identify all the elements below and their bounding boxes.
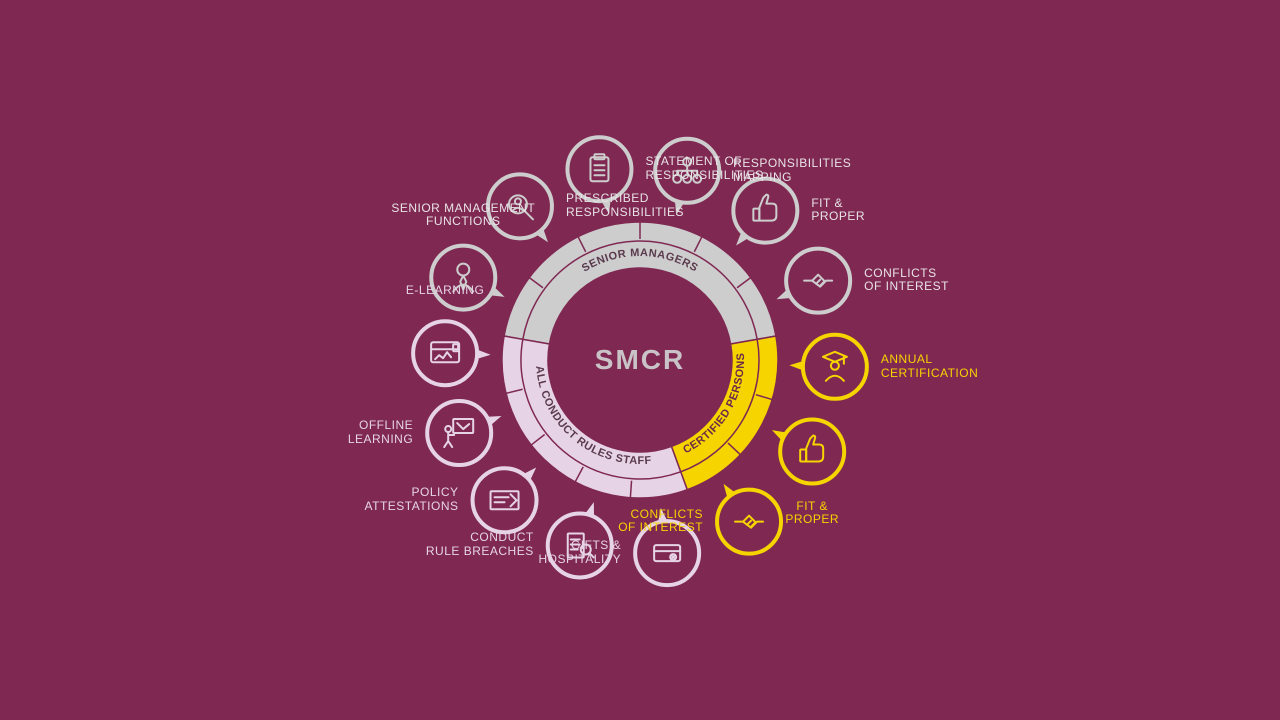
smcr-infographic: SENIOR MANAGERSCERTIFIED PERSONSALL COND…: [0, 0, 1280, 720]
pin: [717, 485, 781, 553]
center-label: SMCR: [595, 344, 685, 376]
pin: [791, 335, 867, 399]
pin-label: GIFTS & HOSPITALITY: [538, 539, 621, 567]
pin-label: CONFLICTS OF INTEREST: [618, 508, 703, 536]
pin-label: SENIOR MANAGEMENT FUNCTIONS: [391, 202, 535, 230]
pin-circle: [733, 179, 797, 243]
pin: [427, 401, 500, 465]
pin-label: E-LEARNING: [406, 284, 484, 298]
pin-circle: [413, 321, 477, 385]
pin-circle: [803, 335, 867, 399]
pin: [413, 321, 489, 385]
pin-label: PRESCRIBED RESPONSIBILITIES: [566, 193, 684, 221]
pin-label: POLICY ATTESTATIONS: [365, 486, 459, 514]
pin: [778, 249, 850, 313]
pin-circle: [473, 468, 537, 532]
pin-label: CONFLICTS OF INTEREST: [864, 267, 949, 295]
pin-label: FIT & PROPER: [785, 500, 839, 528]
pin-label: FIT & PROPER: [811, 197, 865, 225]
pin-circle: [780, 420, 844, 484]
pin: [473, 468, 537, 532]
pin-label: CONDUCT RULE BREACHES: [426, 532, 534, 560]
pin: [773, 420, 844, 484]
pin: [431, 246, 503, 310]
pin-label: ANNUAL CERTIFICATION: [881, 353, 978, 381]
pin-label: RESPONSIBILITIES MAPPING: [733, 157, 851, 185]
pin: [733, 179, 797, 245]
pin-label: OFFLINE LEARNING: [348, 419, 413, 447]
